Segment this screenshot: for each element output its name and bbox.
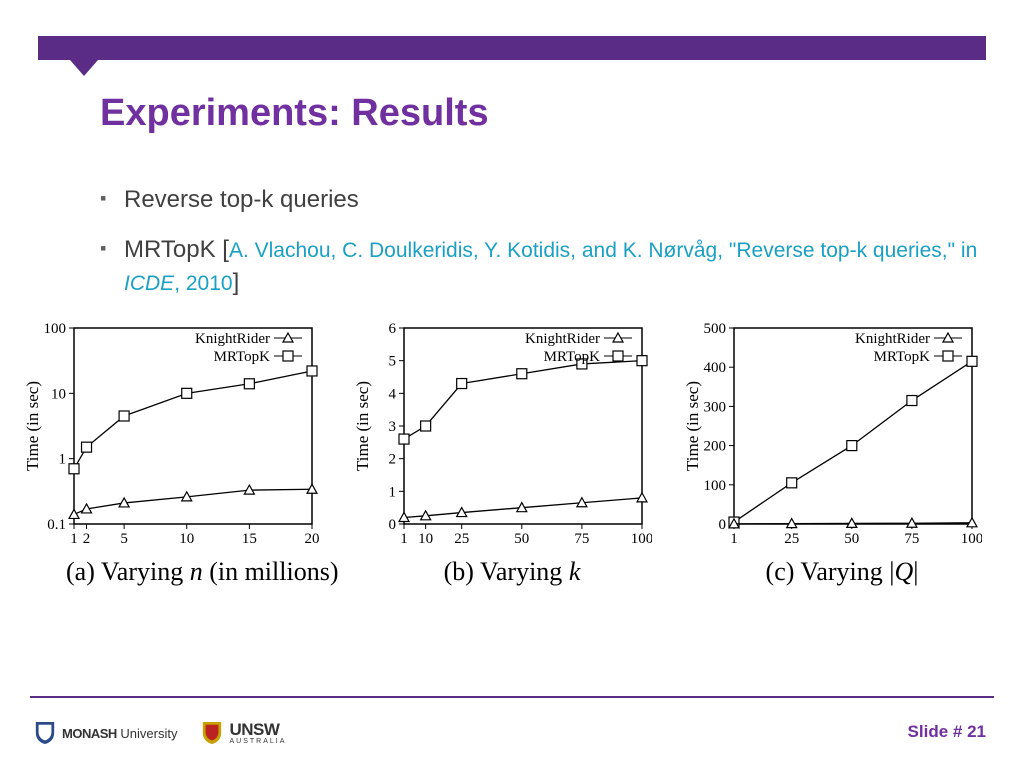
unsw-text: UNSWAUSTRALIA — [229, 721, 286, 745]
svg-text:3: 3 — [389, 419, 397, 435]
svg-text:2: 2 — [389, 452, 397, 468]
svg-text:50: 50 — [514, 531, 529, 547]
monash-text: MONASH University — [62, 726, 177, 741]
svg-text:20: 20 — [305, 531, 320, 547]
svg-text:10: 10 — [179, 531, 194, 547]
bullet-list: Reverse top-k queries MRTopK [A. Vlachou… — [60, 184, 980, 317]
svg-text:100: 100 — [44, 321, 67, 337]
caption-text: (b) Varying — [444, 557, 569, 586]
bullet-text: MRTopK [ — [124, 236, 229, 263]
caption-text: (in millions) — [203, 557, 339, 586]
shield-icon — [201, 720, 223, 746]
svg-text:4: 4 — [389, 386, 397, 402]
svg-text:0.1: 0.1 — [47, 517, 66, 533]
svg-text:1: 1 — [730, 531, 738, 547]
svg-text:KnightRider: KnightRider — [855, 331, 930, 347]
monash-logo: MONASH University — [34, 720, 177, 746]
svg-text:500: 500 — [704, 321, 727, 337]
svg-text:MRTopK: MRTopK — [214, 349, 271, 365]
svg-text:300: 300 — [704, 399, 727, 415]
caption-text: (c) Varying | — [766, 557, 895, 586]
chart-cell-b: 0123456110255075100Time (in sec)KnightRi… — [352, 320, 672, 650]
svg-text:KnightRider: KnightRider — [525, 331, 600, 347]
svg-text:25: 25 — [784, 531, 799, 547]
header-notch — [70, 60, 98, 76]
svg-text:KnightRider: KnightRider — [195, 331, 270, 347]
chart-c-caption: (c) Varying |Q| — [682, 556, 1002, 587]
svg-text:10: 10 — [51, 386, 66, 402]
logo-bold: UNSW — [229, 721, 286, 738]
svg-text:1: 1 — [59, 452, 67, 468]
svg-text:75: 75 — [574, 531, 589, 547]
chart-cell-c: 01002003004005001255075100Time (in sec)K… — [682, 320, 1002, 650]
bullet-text: Reverse top-k queries — [124, 186, 359, 213]
caption-var: Q — [894, 557, 913, 586]
logo-bold: MONASH — [62, 726, 117, 741]
svg-text:5: 5 — [120, 531, 128, 547]
svg-text:1: 1 — [400, 531, 408, 547]
caption-var: k — [569, 557, 581, 586]
svg-text:10: 10 — [418, 531, 433, 547]
bullet-item: Reverse top-k queries — [100, 184, 980, 216]
chart-cell-a: 0.1110100125101520Time (in sec)KnightRid… — [22, 320, 342, 650]
shield-icon — [34, 720, 56, 746]
logo-rest: University — [117, 726, 178, 741]
svg-text:Time (in sec): Time (in sec) — [23, 381, 42, 471]
unsw-logo: UNSWAUSTRALIA — [201, 720, 286, 746]
svg-text:50: 50 — [844, 531, 859, 547]
caption-text: (a) Varying — [66, 557, 190, 586]
svg-text:25: 25 — [454, 531, 469, 547]
svg-text:0: 0 — [389, 517, 397, 533]
chart-b-caption: (b) Varying k — [352, 556, 672, 587]
svg-text:400: 400 — [704, 360, 727, 376]
slide-number: Slide # 21 — [908, 722, 986, 742]
svg-text:0: 0 — [719, 517, 727, 533]
caption-var: n — [190, 557, 203, 586]
page-title: Experiments: Results — [100, 92, 489, 135]
svg-text:2: 2 — [83, 531, 91, 547]
bullet-text: ] — [233, 269, 240, 296]
chart-a-caption: (a) Varying n (in millions) — [22, 556, 342, 587]
svg-text:MRTopK: MRTopK — [874, 349, 931, 365]
svg-text:Time (in sec): Time (in sec) — [353, 381, 372, 471]
chart-b: 0123456110255075100Time (in sec)KnightRi… — [352, 320, 652, 550]
svg-text:6: 6 — [389, 321, 397, 337]
footer-logos: MONASH University UNSWAUSTRALIA — [34, 720, 286, 746]
svg-text:1: 1 — [389, 484, 397, 500]
chart-a: 0.1110100125101520Time (in sec)KnightRid… — [22, 320, 322, 550]
svg-text:200: 200 — [704, 439, 727, 455]
bullet-item: MRTopK [A. Vlachou, C. Doulkeridis, Y. K… — [100, 234, 980, 299]
svg-text:75: 75 — [904, 531, 919, 547]
svg-text:Time (in sec): Time (in sec) — [683, 381, 702, 471]
charts-row: 0.1110100125101520Time (in sec)KnightRid… — [22, 320, 1002, 650]
citation-tail: , 2010 — [174, 272, 232, 295]
citation: A. Vlachou, C. Doulkeridis, Y. Kotidis, … — [124, 239, 977, 294]
svg-text:1: 1 — [70, 531, 78, 547]
chart-c: 01002003004005001255075100Time (in sec)K… — [682, 320, 982, 550]
logo-rest: AUSTRALIA — [229, 738, 286, 745]
citation-venue: ICDE — [124, 272, 174, 295]
svg-text:MRTopK: MRTopK — [544, 349, 601, 365]
svg-text:100: 100 — [961, 531, 982, 547]
slide-num: 21 — [967, 722, 986, 741]
svg-text:100: 100 — [631, 531, 652, 547]
svg-text:5: 5 — [389, 354, 397, 370]
footer-rule — [30, 696, 994, 698]
header-bar — [38, 36, 986, 60]
svg-text:15: 15 — [242, 531, 257, 547]
citation-text: A. Vlachou, C. Doulkeridis, Y. Kotidis, … — [229, 239, 977, 262]
svg-text:100: 100 — [704, 478, 727, 494]
caption-text: | — [913, 557, 918, 586]
slide-label: Slide # — [908, 722, 968, 741]
